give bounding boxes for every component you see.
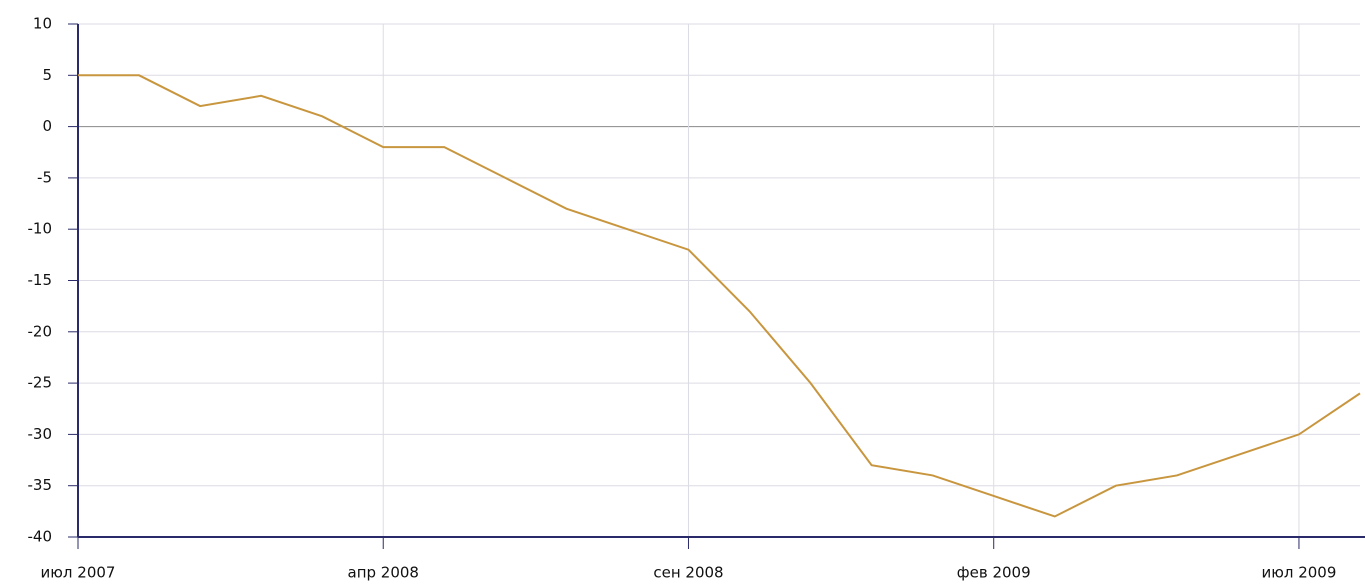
y-tick-label: 0: [42, 117, 52, 135]
x-tick-label: сен 2008: [653, 564, 723, 582]
x-tick-label: фев 2009: [957, 564, 1031, 582]
line: [78, 74, 1361, 518]
y-tick-label: -30: [28, 425, 53, 443]
x-tick-label: апр 2008: [348, 564, 419, 582]
y-tick-label: -25: [28, 374, 53, 392]
y-tick-label: -40: [28, 528, 53, 546]
y-tick-label: 10: [33, 15, 52, 33]
y-tick-label: -20: [28, 322, 53, 340]
y-tick-label: -10: [28, 220, 53, 238]
y-tick-label: -15: [28, 271, 53, 289]
x-tick-label: июл 2007: [41, 564, 116, 582]
y-tick-label: -35: [28, 476, 53, 494]
y-tick-label: -5: [37, 168, 52, 186]
y-tick-label: 5: [42, 66, 52, 84]
x-tick-label: июл 2009: [1261, 564, 1336, 582]
